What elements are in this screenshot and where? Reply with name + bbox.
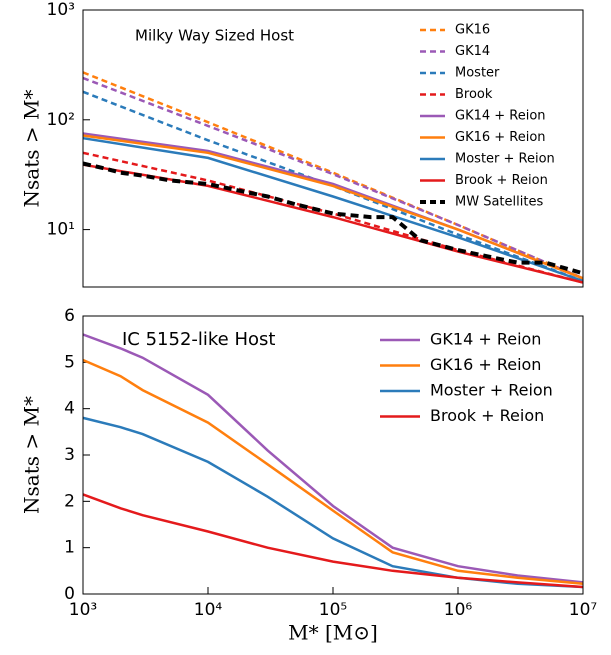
legend-label: GK16 [455,23,490,38]
x-tick-label: 10⁴ [194,600,223,620]
y-tick-label: 6 [64,306,75,326]
y-axis-label: Nsats > M* [20,90,44,208]
y-tick-label: 1 [64,538,75,558]
y-tick-label: 4 [64,399,75,419]
legend-label: Brook [455,87,493,102]
legend-label: GK14 + Reion [455,109,546,124]
y-tick-label: 2 [64,491,75,511]
y-tick-label: 5 [64,352,75,372]
plot-frame [82,9,584,288]
legend-label: GK14 [455,44,490,59]
y-tick-label: 3 [64,445,75,465]
y-axis-label: Nsats > M* [20,396,44,514]
series-line [82,358,584,586]
plot-frame [82,315,584,595]
y-tick-label: 0 [64,584,75,604]
legend-label: MW Satellites [455,195,543,210]
legend-label: GK16 + Reion [430,355,541,374]
y-tick-label: 10² [47,110,75,130]
x-tick-label: 10⁷ [569,600,598,620]
series-line [82,493,584,589]
panel-title: Milky Way Sized Host [135,27,294,45]
legend-label: GK16 + Reion [455,130,546,145]
series-line [82,71,584,280]
series-line [82,90,584,283]
x-tick-label: 10⁶ [444,600,473,620]
legend-label: Moster + Reion [430,381,553,400]
legend-label: GK14 + Reion [430,330,541,349]
legend-label: Moster + Reion [455,152,555,167]
legend-label: Moster [455,66,500,81]
legend-label: Brook + Reion [455,173,548,188]
legend-label: Brook + Reion [430,406,544,425]
series-line [82,136,584,283]
x-tick-label: 10⁵ [319,600,347,620]
x-axis-label: M* [M⊙] [288,621,378,645]
y-tick-label: 10¹ [47,220,75,240]
panel-title: IC 5152-like Host [122,329,275,350]
series-line [82,333,584,584]
x-tick-label: 10³ [69,600,97,620]
y-tick-label: 10³ [47,0,75,20]
series-line [82,134,584,280]
